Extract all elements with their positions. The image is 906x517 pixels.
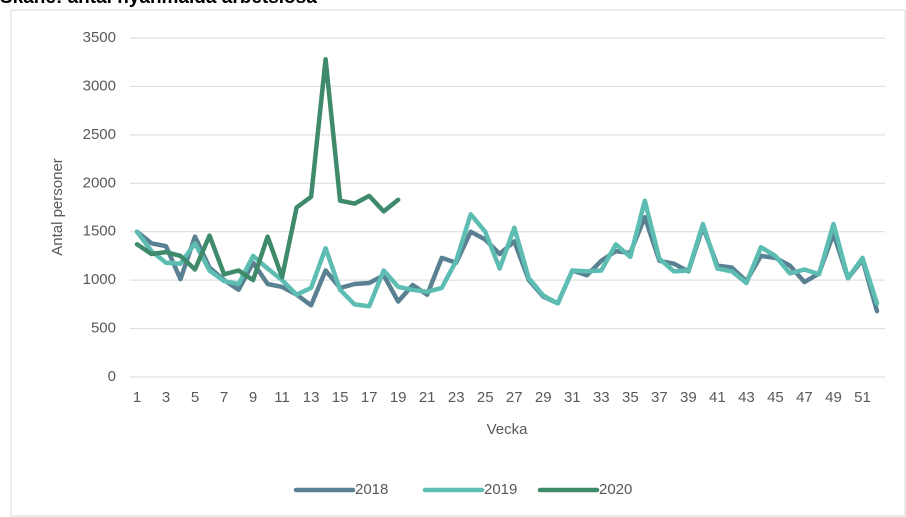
y-tick-label: 1000 xyxy=(83,271,116,288)
y-axis-label: Antal personer xyxy=(49,158,66,256)
chart-title: Skåne: antal nyanmälda arbetslösa xyxy=(0,0,317,8)
x-tick-label: 25 xyxy=(477,389,494,406)
y-tick-label: 500 xyxy=(91,320,116,337)
legend-label: 2019 xyxy=(484,481,517,498)
y-tick-label: 2500 xyxy=(83,126,116,143)
x-axis-label: Vecka xyxy=(487,421,529,438)
x-tick-label: 3 xyxy=(162,389,170,406)
y-tick-label: 1500 xyxy=(83,223,116,240)
legend-label: 2018 xyxy=(355,481,388,498)
y-tick-label: 0 xyxy=(108,368,116,385)
y-tick-label: 2000 xyxy=(83,174,116,191)
x-tick-label: 19 xyxy=(390,389,407,406)
x-tick-label: 45 xyxy=(767,389,784,406)
x-tick-label: 5 xyxy=(191,389,199,406)
x-tick-label: 23 xyxy=(448,389,465,406)
x-tick-label: 7 xyxy=(220,389,228,406)
x-tick-label: 43 xyxy=(738,389,755,406)
data-line xyxy=(134,198,880,309)
x-tick-label: 35 xyxy=(622,389,639,406)
legend-label: 2020 xyxy=(599,481,632,498)
x-tick-label: 13 xyxy=(303,389,320,406)
x-tick-label: 11 xyxy=(274,389,290,406)
chart-frame xyxy=(10,9,906,517)
x-tick-label: 39 xyxy=(680,389,697,406)
y-tick-label: 3500 xyxy=(83,29,116,46)
x-tick-label: 29 xyxy=(535,389,552,406)
x-tick-label: 1 xyxy=(133,389,141,406)
x-tick-label: 31 xyxy=(564,389,581,406)
x-tick-label: 21 xyxy=(419,389,436,406)
x-tick-label: 51 xyxy=(854,389,871,406)
x-tick-label: 15 xyxy=(332,389,349,406)
x-tick-label: 17 xyxy=(361,389,378,406)
x-tick-label: 37 xyxy=(651,389,668,406)
x-tick-label: 49 xyxy=(825,389,842,406)
x-tick-label: 47 xyxy=(796,389,813,406)
x-tick-label: 41 xyxy=(709,389,726,406)
data-line xyxy=(134,57,401,283)
x-tick-label: 33 xyxy=(593,389,610,406)
x-tick-label: 27 xyxy=(506,389,523,406)
y-tick-label: 3000 xyxy=(83,77,116,94)
x-tick-label: 9 xyxy=(249,389,257,406)
